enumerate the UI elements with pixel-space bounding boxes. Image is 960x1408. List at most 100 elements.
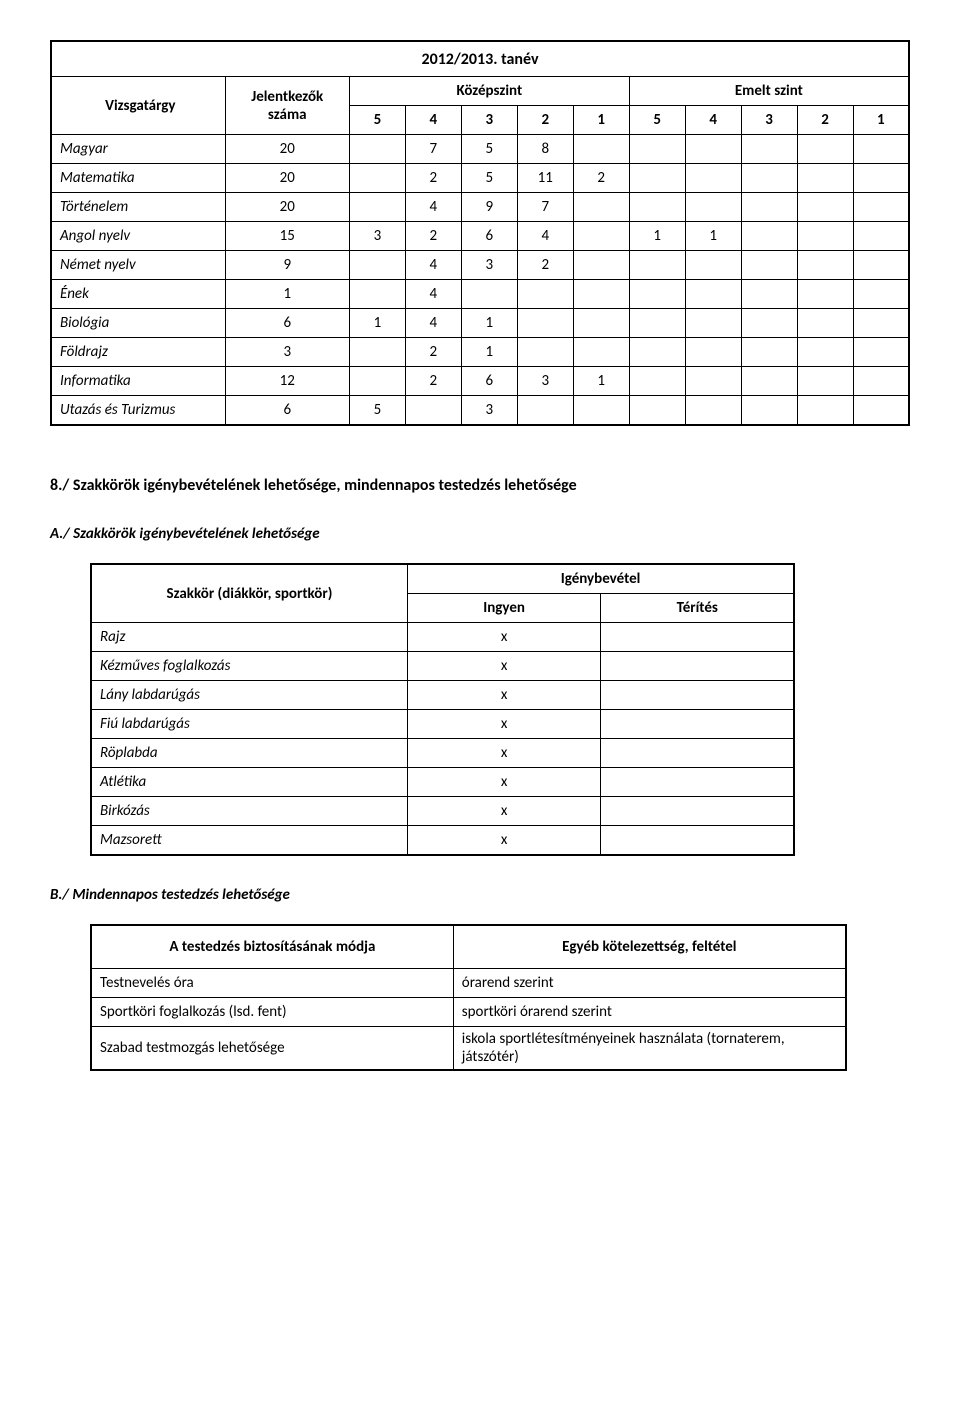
grade-cell (797, 135, 853, 164)
grade-cell (517, 396, 573, 426)
grade-cell (629, 193, 685, 222)
grade-cell (685, 280, 741, 309)
club-h2: Igénybevétel (407, 564, 794, 594)
grade-cell (629, 309, 685, 338)
subject-cell: Földrajz (51, 338, 225, 367)
grade-col: 4 (685, 106, 741, 135)
grade-cell (629, 396, 685, 426)
grade-cell: 2 (573, 164, 629, 193)
grade-cell (629, 251, 685, 280)
table-row: Magyar20758 (51, 135, 909, 164)
grade-cell: 7 (517, 193, 573, 222)
count-cell: 20 (225, 135, 349, 164)
grade-cell: 2 (405, 367, 461, 396)
club-name-cell: Birkózás (91, 797, 407, 826)
pay-cell (601, 652, 794, 681)
table-row: Mazsorettx (91, 826, 794, 856)
grade-cell (797, 338, 853, 367)
grade-cell (629, 164, 685, 193)
count-cell: 6 (225, 396, 349, 426)
grade-cell (741, 338, 797, 367)
count-cell: 20 (225, 164, 349, 193)
count-cell: 15 (225, 222, 349, 251)
table-row: Sportköri foglalkozás (lsd. fent)sportkö… (91, 998, 846, 1027)
pay-cell (601, 739, 794, 768)
subsection-b: B./ Mindennapos testedzés lehetősége (50, 886, 910, 904)
condition-cell: iskola sportlétesítményeinek használata … (453, 1027, 846, 1071)
pay-cell (601, 826, 794, 856)
grade-col: 3 (741, 106, 797, 135)
grade-cell (405, 396, 461, 426)
condition-cell: sportköri órarend szerint (453, 998, 846, 1027)
free-cell: x (407, 739, 600, 768)
pay-cell (601, 681, 794, 710)
grade-cell (573, 222, 629, 251)
subject-cell: Angol nyelv (51, 222, 225, 251)
subject-cell: Német nyelv (51, 251, 225, 280)
free-cell: x (407, 623, 600, 652)
subject-cell: Informatika (51, 367, 225, 396)
subject-cell: Ének (51, 280, 225, 309)
grade-cell: 1 (573, 367, 629, 396)
pe-h2: Egyéb kötelezettség, feltétel (453, 925, 846, 969)
grade-col: 5 (629, 106, 685, 135)
table-row: Röplabdax (91, 739, 794, 768)
club-name-cell: Fiú labdarúgás (91, 710, 407, 739)
table-row: Matematika2025112 (51, 164, 909, 193)
grade-cell (853, 280, 909, 309)
grade-cell (349, 135, 405, 164)
grade-cell (797, 309, 853, 338)
pay-cell (601, 797, 794, 826)
subject-cell: Utazás és Turizmus (51, 396, 225, 426)
grade-cell (797, 396, 853, 426)
club-name-cell: Atlétika (91, 768, 407, 797)
grade-cell (517, 280, 573, 309)
grade-cell: 9 (461, 193, 517, 222)
grade-cell (853, 135, 909, 164)
condition-cell: órarend szerint (453, 969, 846, 998)
grade-cell (741, 222, 797, 251)
method-cell: Testnevelés óra (91, 969, 453, 998)
table-row: Rajzx (91, 623, 794, 652)
grade-cell (797, 280, 853, 309)
grade-col: 2 (797, 106, 853, 135)
pe-h1: A testedzés biztosításának módja (91, 925, 453, 969)
pe-table: A testedzés biztosításának módja Egyéb k… (90, 924, 847, 1071)
table-row: Szabad testmozgás lehetőségeiskola sport… (91, 1027, 846, 1071)
section-heading-8: 8./ Szakkörök igénybevételének lehetőség… (50, 476, 910, 495)
table-row: Fiú labdarúgásx (91, 710, 794, 739)
grade-cell (853, 164, 909, 193)
subject-cell: Matematika (51, 164, 225, 193)
club-name-cell: Kézműves foglalkozás (91, 652, 407, 681)
grade-cell (685, 164, 741, 193)
method-cell: Szabad testmozgás lehetősége (91, 1027, 453, 1071)
grade-cell: 6 (461, 222, 517, 251)
grade-cell: 2 (405, 222, 461, 251)
grade-col: 4 (405, 106, 461, 135)
grade-cell (573, 135, 629, 164)
free-cell: x (407, 768, 600, 797)
grade-col: 1 (573, 106, 629, 135)
grade-cell (853, 338, 909, 367)
grade-cell: 2 (405, 338, 461, 367)
grade-cell (573, 396, 629, 426)
grade-cell (573, 280, 629, 309)
grade-cell (853, 222, 909, 251)
grade-cell (741, 280, 797, 309)
grade-cell (685, 338, 741, 367)
grade-cell: 4 (517, 222, 573, 251)
grade-cell (741, 193, 797, 222)
grade-cell: 1 (461, 338, 517, 367)
table-row: Birkózásx (91, 797, 794, 826)
grade-cell: 3 (461, 396, 517, 426)
grade-cell: 7 (405, 135, 461, 164)
count-cell: 20 (225, 193, 349, 222)
grade-cell (741, 135, 797, 164)
grade-cell (573, 193, 629, 222)
grade-cell: 5 (461, 164, 517, 193)
grade-cell (573, 251, 629, 280)
free-cell: x (407, 826, 600, 856)
grade-cell: 1 (349, 309, 405, 338)
grade-cell: 1 (461, 309, 517, 338)
subsection-a: A./ Szakkörök igénybevételének lehetőség… (50, 525, 910, 543)
